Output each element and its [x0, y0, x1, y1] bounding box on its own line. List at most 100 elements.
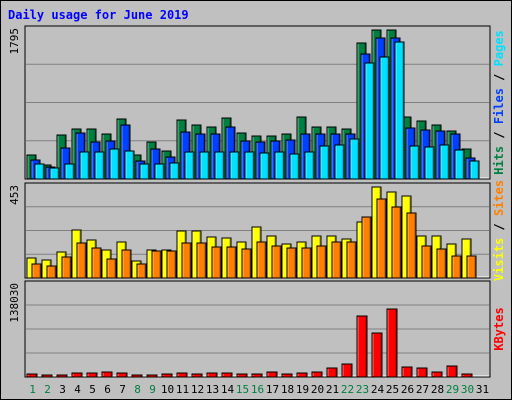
chart-title: Daily usage for June 2019	[8, 8, 189, 22]
bar-kbytes-10	[161, 373, 173, 378]
side-label-part: Files	[492, 88, 506, 124]
bar-pages-21	[334, 144, 345, 180]
bar-sites-27	[421, 245, 432, 279]
bar-pages-2	[49, 167, 60, 180]
bar-sites-4	[76, 242, 87, 279]
bar-kbytes-8	[131, 374, 143, 378]
bar-pages-4	[79, 151, 90, 180]
x-tick-day-25: 25	[386, 383, 399, 396]
x-tick-day-9: 9	[149, 383, 156, 396]
bar-pages-6	[109, 148, 120, 180]
bar-kbytes-22	[341, 363, 353, 378]
bar-pages-25	[394, 41, 405, 180]
x-tick-day-14: 14	[221, 383, 235, 396]
bar-pages-1	[34, 163, 45, 180]
x-tick-day-17: 17	[266, 383, 279, 396]
bar-sites-29	[451, 255, 462, 279]
bar-sites-26	[406, 212, 417, 279]
x-tick-day-8: 8	[134, 383, 141, 396]
bar-sites-1	[31, 263, 42, 279]
x-tick-day-3: 3	[59, 383, 66, 396]
bar-sites-17	[271, 245, 282, 279]
bar-kbytes-29	[446, 365, 458, 378]
bar-pages-16	[259, 152, 270, 180]
bar-pages-27	[424, 146, 435, 180]
bar-kbytes-19	[296, 372, 308, 378]
bar-pages-10	[169, 162, 180, 180]
bar-pages-5	[94, 151, 105, 180]
x-tick-day-30: 30	[461, 383, 474, 396]
bar-kbytes-2	[41, 374, 53, 378]
bar-sites-9	[151, 250, 162, 279]
bar-kbytes-9	[146, 374, 158, 378]
bar-kbytes-28	[431, 371, 443, 378]
bar-kbytes-4	[71, 372, 83, 378]
x-tick-day-23: 23	[356, 383, 369, 396]
bar-pages-7	[124, 150, 135, 180]
side-label-part: Visits	[492, 238, 506, 281]
side-label-part: Sites	[492, 180, 506, 216]
bar-pages-23	[364, 62, 375, 180]
bar-pages-11	[184, 151, 195, 180]
x-tick-day-22: 22	[341, 383, 354, 396]
bar-sites-8	[136, 263, 147, 279]
bar-kbytes-27	[416, 367, 428, 378]
bar-sites-20	[316, 245, 327, 279]
bar-kbytes-7	[116, 372, 128, 378]
bar-kbytes-1	[26, 373, 38, 378]
bar-sites-21	[331, 241, 342, 279]
x-tick-day-27: 27	[416, 383, 429, 396]
side-label-part: /	[492, 66, 506, 88]
bar-pages-12	[199, 151, 210, 180]
bar-kbytes-18	[281, 373, 293, 378]
bar-sites-28	[436, 248, 447, 279]
bar-sites-22	[346, 241, 357, 279]
bar-kbytes-14	[221, 372, 233, 378]
bar-kbytes-20	[311, 371, 323, 378]
bar-pages-13	[214, 151, 225, 180]
side-label-part: KBytes	[492, 307, 506, 350]
bar-kbytes-26	[401, 366, 413, 378]
bar-sites-25	[391, 206, 402, 279]
side-label-part: Hits	[492, 146, 506, 175]
bar-pages-14	[229, 151, 240, 180]
side-label-bottom: KBytes	[492, 307, 506, 350]
x-tick-day-5: 5	[89, 383, 96, 396]
x-tick-day-7: 7	[119, 383, 126, 396]
bar-pages-22	[349, 138, 360, 180]
bar-sites-5	[91, 247, 102, 279]
side-label-part: Pages	[492, 30, 506, 66]
bar-kbytes-15	[236, 373, 248, 378]
bar-kbytes-30	[461, 373, 473, 378]
x-tick-day-16: 16	[251, 383, 264, 396]
x-tick-day-29: 29	[446, 383, 459, 396]
bar-pages-9	[154, 163, 165, 180]
bar-pages-26	[409, 145, 420, 180]
bar-sites-18	[286, 247, 297, 279]
bar-kbytes-24	[371, 332, 383, 378]
x-tick-day-26: 26	[401, 383, 414, 396]
bar-pages-24	[379, 56, 390, 180]
bar-kbytes-11	[176, 372, 188, 378]
bar-sites-13	[211, 246, 222, 279]
y-max-label-top: 1795	[8, 28, 21, 55]
bar-sites-10	[166, 250, 177, 279]
bar-sites-2	[46, 265, 57, 279]
x-tick-day-1: 1	[29, 383, 36, 396]
x-tick-day-2: 2	[44, 383, 51, 396]
bar-pages-28	[439, 144, 450, 180]
bar-sites-3	[61, 256, 72, 279]
bar-sites-19	[301, 247, 312, 279]
bar-kbytes-17	[266, 371, 278, 378]
bar-sites-14	[226, 246, 237, 279]
bar-kbytes-13	[206, 372, 218, 378]
bar-sites-6	[106, 258, 117, 279]
side-label-top: Hits / Files / Pages	[492, 30, 506, 175]
x-tick-day-28: 28	[431, 383, 444, 396]
x-tick-day-12: 12	[191, 383, 204, 396]
bar-kbytes-3	[56, 374, 68, 378]
x-tick-day-19: 19	[296, 383, 309, 396]
bar-kbytes-23	[356, 315, 368, 378]
x-tick-day-18: 18	[281, 383, 294, 396]
